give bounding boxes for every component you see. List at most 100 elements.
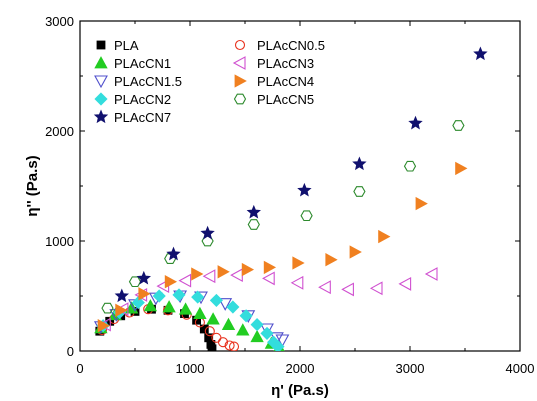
data-point [152,289,166,303]
x-tick-label: 3000 [396,361,425,376]
series-placcn2 [96,288,285,351]
data-point [164,275,178,289]
data-point [166,246,181,261]
data-point [325,253,338,267]
data-point [300,210,313,222]
legend-entry: PLA [96,38,139,53]
legend-marker [234,74,247,88]
data-point [228,341,240,351]
legend-label: PLAcCN0.5 [257,38,325,53]
x-tick-label: 2000 [286,361,315,376]
data-point [318,280,331,295]
data-point [353,186,366,197]
data-point [191,290,205,304]
data-point [415,196,428,211]
data-point [211,332,222,343]
legend-label: PLAcCN2 [114,92,171,107]
data-point [202,269,216,284]
legend-entry: PLAcCN2 [94,92,171,107]
y-tick-label: 0 [67,344,74,359]
legend-entry: PLAcCN5 [233,92,314,107]
legend: PLA PLAcCN1 PLAcCN1.5 PLAcCN2 PLAcCN7 PLAcCN0… [93,38,325,125]
data-point [349,245,362,259]
data-point [250,329,264,343]
data-point [217,337,229,348]
legend-label: PLA [114,38,139,53]
legend-label: PLAcCN3 [257,56,314,71]
data-point [455,161,468,176]
data-point [403,160,417,172]
data-point [239,309,253,323]
data-points [93,46,488,351]
data-point [143,299,158,312]
data-point [162,300,176,313]
legend-entry: PLAcCN3 [232,56,314,71]
legend-label: PLAcCN5 [257,92,314,107]
legend-marker [232,56,246,70]
data-point [341,282,354,297]
series-placcn3 [98,267,438,332]
data-point [101,302,114,314]
data-point [128,276,142,288]
x-axis-title: η' (Pa.s) [271,382,329,399]
data-point [247,219,260,230]
data-point [230,268,243,283]
data-point [200,225,215,240]
data-point [136,270,151,285]
data-point [290,275,304,290]
data-point [236,323,250,336]
legend-marker [94,92,108,106]
data-point [114,288,129,303]
data-point [115,303,128,317]
data-point [369,281,383,296]
data-point [206,312,220,325]
data-point [204,326,215,337]
legend-label: PLAcCN7 [114,110,171,125]
x-tick-label: 1000 [176,361,205,376]
data-point [218,298,233,311]
data-point [178,273,192,288]
data-point [209,293,223,307]
data-point [292,256,305,270]
y-tick-label: 1000 [45,234,74,249]
data-point [246,204,261,219]
data-point [398,276,412,291]
data-point [260,326,274,340]
x-tick-label: 4000 [506,361,535,376]
data-point [260,323,274,337]
legend-entry: PLAcCN0.5 [234,38,325,53]
data-point [352,156,367,171]
legend-label: PLAcCN1 [114,56,171,71]
legend-marker [234,39,246,51]
data-point [193,306,207,320]
legend-entry: PLAcCN4 [234,74,314,89]
data-point [172,288,186,302]
data-point [97,319,110,333]
data-point [297,182,312,197]
x-tick-label: 0 [76,361,83,376]
data-point [275,334,290,348]
data-point [262,271,275,286]
legend-entry: PLAcCN1.5 [94,74,182,89]
data-point [241,262,255,277]
data-point [452,120,465,131]
legend-marker [94,56,108,69]
data-point [250,318,264,332]
legend-marker [233,93,247,105]
data-point [378,229,391,244]
legend-marker [96,40,106,50]
y-axis-title: η'' (Pa.s) [24,155,41,216]
data-point [138,287,151,301]
legend-label: PLAcCN1.5 [114,74,182,89]
series-placcn7 [114,46,488,303]
data-point [424,267,438,281]
legend-entry: PLAcCN7 [93,109,171,125]
data-point [408,115,423,130]
y-tick-label: 3000 [45,14,74,29]
data-point [207,344,217,351]
y-tick-label: 2000 [45,124,74,139]
series-placcn4 [97,161,468,333]
data-point [131,296,145,310]
